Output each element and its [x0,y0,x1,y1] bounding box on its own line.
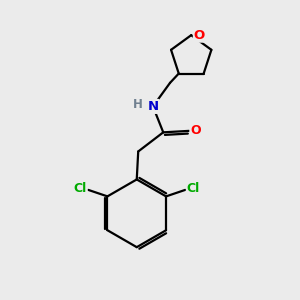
Text: O: O [194,29,205,42]
Text: H: H [133,98,142,111]
Text: O: O [190,124,201,137]
Text: N: N [147,100,158,113]
Text: Cl: Cl [74,182,87,195]
Text: Cl: Cl [187,182,200,195]
